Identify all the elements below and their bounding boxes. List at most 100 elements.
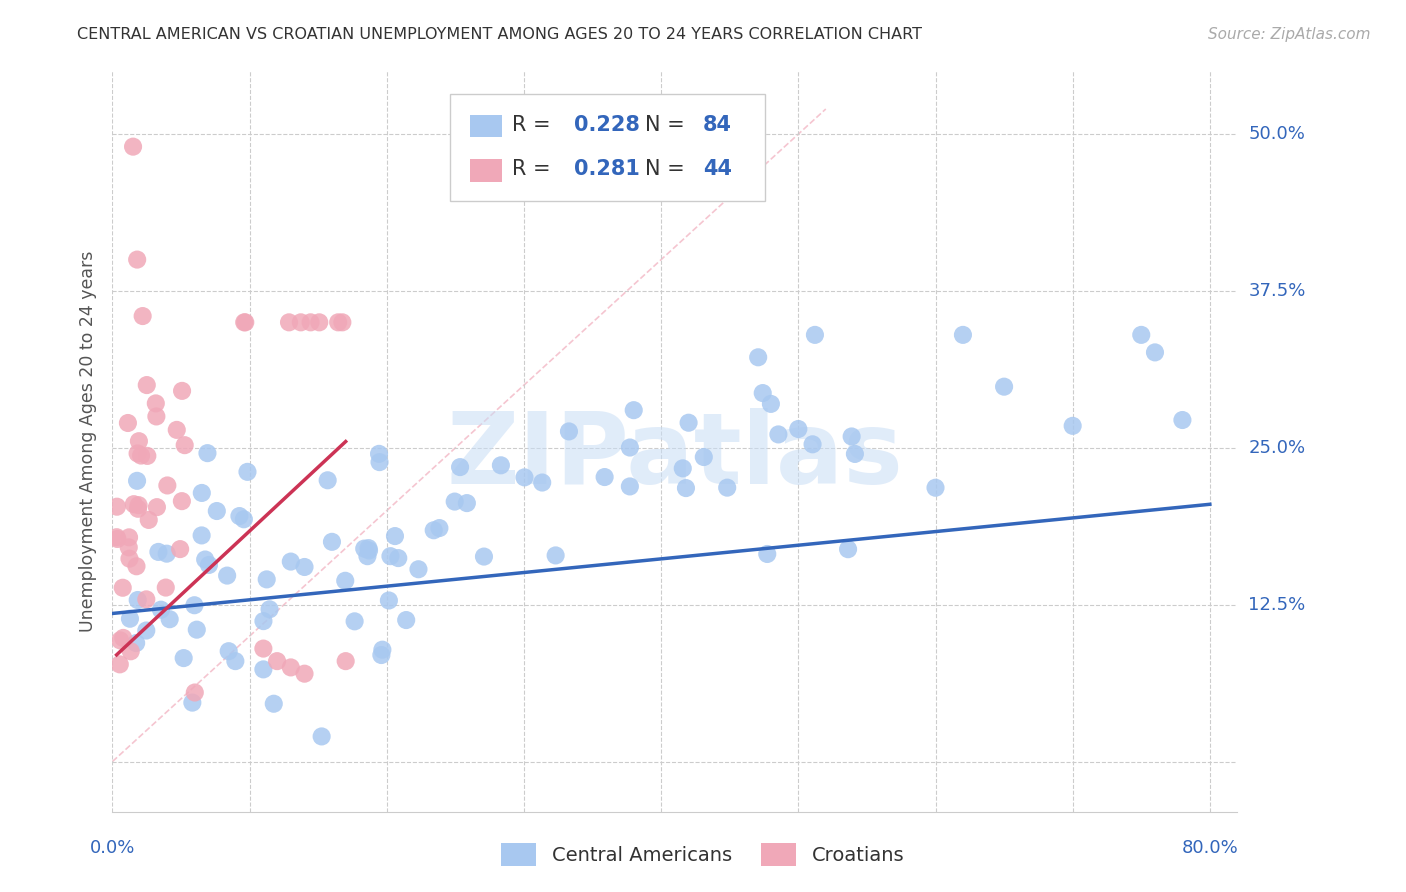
Point [343, 615, 366, 629]
Point [128, 498, 150, 512]
Point [173, 438, 195, 452]
Point [357, 541, 380, 555]
Point [531, 475, 554, 490]
Point [129, 449, 152, 463]
Point [183, 599, 205, 613]
Point [1143, 345, 1166, 359]
Point [841, 429, 863, 443]
Text: Source: ZipAtlas.com: Source: ZipAtlas.com [1208, 27, 1371, 42]
Point [156, 547, 179, 561]
Point [184, 685, 207, 699]
Point [127, 252, 149, 267]
Point [105, 530, 128, 544]
Point [368, 447, 391, 461]
Point [228, 509, 250, 524]
Point [135, 592, 157, 607]
Point [619, 479, 641, 493]
Point [118, 551, 141, 566]
Point [321, 534, 343, 549]
Point [256, 573, 278, 587]
Text: 44: 44 [703, 159, 733, 179]
Point [232, 512, 254, 526]
Point [787, 422, 810, 436]
Point [280, 660, 302, 674]
Point [169, 542, 191, 557]
Text: 84: 84 [703, 115, 733, 135]
Point [443, 494, 465, 508]
Point [159, 612, 181, 626]
Text: 12.5%: 12.5% [1249, 596, 1306, 614]
Point [111, 581, 134, 595]
Point [371, 642, 394, 657]
Point [218, 644, 240, 658]
Point [294, 666, 316, 681]
Point [125, 474, 148, 488]
Point [266, 654, 288, 668]
Point [145, 396, 167, 410]
Point [236, 465, 259, 479]
Point [472, 549, 495, 564]
Point [148, 545, 170, 559]
Point [105, 500, 128, 514]
Point [804, 327, 827, 342]
Point [186, 623, 208, 637]
Text: 25.0%: 25.0% [1249, 439, 1306, 457]
Text: 0.228: 0.228 [574, 115, 640, 135]
Point [384, 529, 406, 543]
Text: 50.0%: 50.0% [1249, 125, 1305, 143]
Point [1062, 418, 1084, 433]
Point [155, 581, 177, 595]
Text: R =: R = [512, 115, 557, 135]
Point [198, 558, 221, 572]
Point [759, 397, 782, 411]
Point [190, 528, 212, 542]
Point [716, 481, 738, 495]
Point [108, 633, 131, 648]
Point [217, 568, 239, 582]
Point [252, 614, 274, 628]
Point [353, 541, 375, 556]
Point [127, 446, 149, 460]
FancyBboxPatch shape [450, 94, 765, 201]
Legend: Central Americans, Croatians: Central Americans, Croatians [494, 835, 912, 873]
Point [489, 458, 512, 473]
Point [118, 530, 141, 544]
Point [127, 501, 149, 516]
Point [166, 423, 188, 437]
Point [280, 555, 302, 569]
Point [747, 351, 769, 365]
Point [299, 315, 322, 329]
Point [1171, 413, 1194, 427]
Point [122, 139, 145, 153]
Point [120, 644, 142, 658]
Point [112, 631, 135, 645]
Point [952, 327, 974, 342]
Point [131, 309, 153, 323]
Point [693, 450, 716, 464]
Point [149, 603, 172, 617]
FancyBboxPatch shape [470, 115, 502, 137]
Point [801, 437, 824, 451]
Point [558, 425, 581, 439]
Point [513, 470, 536, 484]
Point [356, 549, 378, 564]
Point [619, 441, 641, 455]
Point [335, 654, 357, 668]
Point [993, 379, 1015, 393]
Point [408, 562, 430, 576]
Point [672, 461, 695, 475]
Point [156, 478, 179, 492]
Point [263, 697, 285, 711]
Text: 80.0%: 80.0% [1181, 839, 1239, 857]
Text: R =: R = [512, 159, 557, 179]
Point [191, 486, 214, 500]
Point [135, 624, 157, 638]
Point [768, 427, 790, 442]
Point [678, 416, 700, 430]
Point [128, 434, 150, 449]
Text: 0.0%: 0.0% [90, 839, 135, 857]
Point [368, 455, 391, 469]
Point [233, 315, 256, 329]
FancyBboxPatch shape [470, 160, 502, 182]
Point [194, 552, 217, 566]
